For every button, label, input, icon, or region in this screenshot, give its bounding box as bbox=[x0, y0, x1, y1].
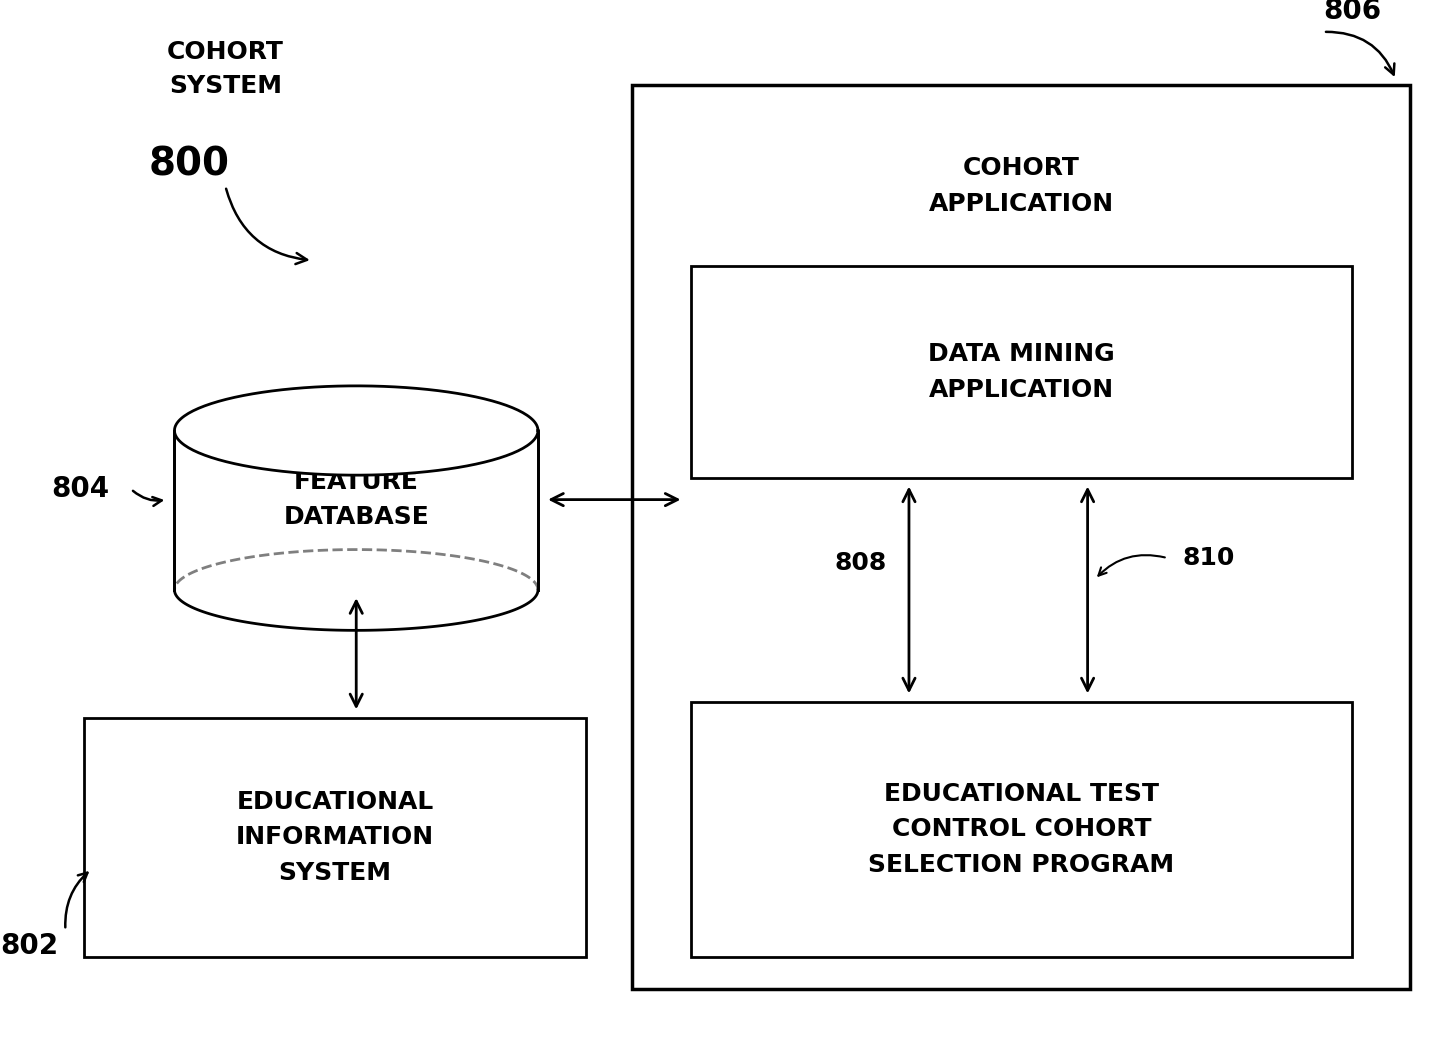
Text: EDUCATIONAL TEST
CONTROL COHORT
SELECTION PROGRAM: EDUCATIONAL TEST CONTROL COHORT SELECTIO… bbox=[868, 781, 1175, 877]
Text: 802: 802 bbox=[0, 932, 58, 960]
FancyBboxPatch shape bbox=[632, 85, 1410, 989]
Polygon shape bbox=[174, 386, 538, 475]
Text: EDUCATIONAL
INFORMATION
SYSTEM: EDUCATIONAL INFORMATION SYSTEM bbox=[236, 790, 435, 884]
Text: 810: 810 bbox=[1182, 546, 1234, 570]
Text: DATA MINING
APPLICATION: DATA MINING APPLICATION bbox=[928, 342, 1115, 402]
Text: 804: 804 bbox=[51, 475, 109, 503]
Text: COHORT
SYSTEM: COHORT SYSTEM bbox=[167, 40, 284, 98]
FancyBboxPatch shape bbox=[84, 718, 586, 957]
FancyBboxPatch shape bbox=[691, 702, 1352, 957]
Text: FEATURE
DATABASE: FEATURE DATABASE bbox=[284, 470, 429, 529]
Text: COHORT
APPLICATION: COHORT APPLICATION bbox=[929, 156, 1114, 216]
Text: 806: 806 bbox=[1323, 0, 1381, 24]
FancyBboxPatch shape bbox=[691, 266, 1352, 478]
Text: 808: 808 bbox=[835, 552, 887, 575]
Text: 800: 800 bbox=[148, 146, 230, 184]
